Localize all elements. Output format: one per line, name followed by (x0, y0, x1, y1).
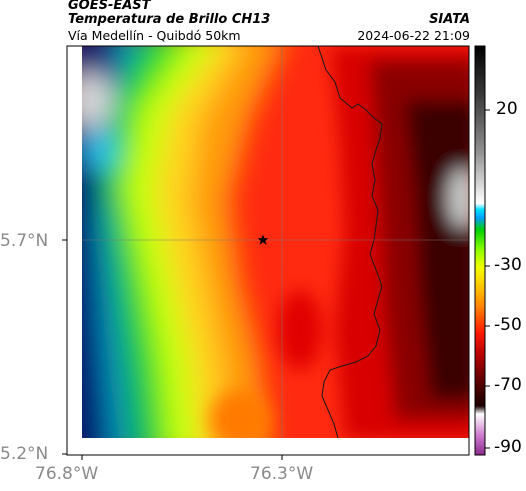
brightness-temperature-field (82, 46, 469, 438)
star-icon (257, 234, 269, 245)
colorbar-label: -50 (494, 315, 522, 335)
region-subtitle: Vía Medellín - Quibdó 50km (68, 28, 241, 43)
satellite-title: GOES-EAST (68, 0, 151, 13)
organization-label: SIATA (429, 12, 470, 27)
colorbar-label: -30 (494, 255, 522, 275)
lon-tick-label: 76.3°W (250, 464, 314, 484)
boundary-line (317, 45, 383, 439)
product-title: Temperatura de Brillo CH13 (68, 12, 271, 27)
lon-tick-label: 76.8°W (35, 464, 99, 484)
timestamp-label: 2024-06-22 21:09 (357, 28, 470, 43)
colorbar-label: -90 (494, 437, 522, 457)
colorbar-label: 20 (496, 99, 518, 119)
colorbar (474, 45, 486, 456)
lat-tick-label: 5.7°N (0, 231, 49, 251)
lat-tick-label: 5.2°N (0, 444, 49, 464)
colorbar-label: -70 (494, 375, 522, 395)
plot-frame (66, 45, 470, 456)
